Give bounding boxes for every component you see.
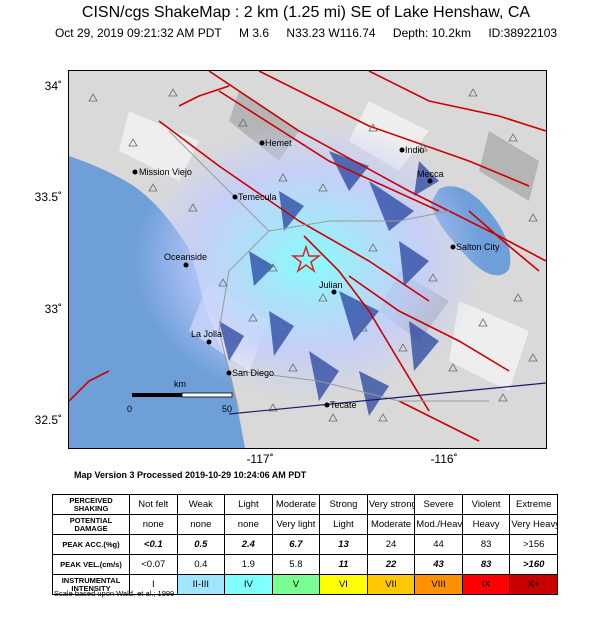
city-san-diego: San Diego <box>232 368 274 378</box>
legend-damage-cell: Very light <box>271 514 321 535</box>
city-hemet: Hemet <box>265 138 292 148</box>
legend-shaking-cell: Moderate <box>271 494 321 515</box>
us-mexico-border <box>228 382 546 415</box>
mountain-texture <box>219 151 439 416</box>
legend-intensity-cell: IX <box>461 574 511 595</box>
legend-vel-cell: 0.4 <box>176 554 226 575</box>
intensity-header: INSTRUMENTAL INTENSITY <box>52 574 130 595</box>
map-version: Map Version 3 Processed 2019-10-29 10:24… <box>74 470 307 480</box>
legend-intensity-cell: VIII <box>414 574 463 595</box>
legend-acc-cell: 0.5 <box>176 534 226 555</box>
legend-row-vel: PEAK VEL.(cm/s) <0.07 0.4 1.9 5.8 11 22 43 83 >16… <box>52 554 558 575</box>
legend-damage-cell: Light <box>319 514 368 535</box>
lon-label-116: -116˚ <box>430 452 458 466</box>
legend-row-damage: POTENTIAL DAMAGE none none none Very light Li… <box>52 514 558 535</box>
legend-row-intensity: INSTRUMENTAL INTENSITY I II-III IV V VI VII VII… <box>52 574 558 595</box>
city-oceanside: Oceanside <box>164 252 207 262</box>
legend-damage-cell: none <box>176 514 226 535</box>
city-indio: Indio <box>405 145 425 155</box>
lat-label-33: 33˚ <box>44 302 62 316</box>
scale-start: 0 <box>127 404 132 414</box>
scale-bar: km 0 50 <box>127 379 233 414</box>
scale-note: Scale based upon Wald, et al.; 1999 <box>54 589 175 598</box>
legend-damage-cell: none <box>129 514 178 535</box>
seismic-stations <box>88 88 538 422</box>
legend-acc-cell: >156 <box>509 534 558 555</box>
legend-damage-cell: none <box>224 514 273 535</box>
legend-acc-cell: 24 <box>366 534 416 555</box>
legend-row-acc: PEAK ACC.(%g) <0.1 0.5 2.4 6.7 13 24 44 83 >156 <box>52 534 558 555</box>
city-tecate: Tecate <box>330 400 357 410</box>
shaking-header: PERCEIVED SHAKING <box>52 494 130 515</box>
shakemap-svg: km 0 50 Hemet Indio Mission Viejo Mecca … <box>69 71 546 448</box>
legend-vel-cell: 43 <box>414 554 463 575</box>
city-temecula: Temecula <box>238 192 277 202</box>
city-la-jolla: La Jolla <box>191 329 222 339</box>
legend-vel-cell: >160 <box>509 554 558 575</box>
legend-damage-cell: Mod./Heavy <box>414 514 463 535</box>
faults <box>69 71 546 442</box>
legend-intensity-cell: VII <box>366 574 416 595</box>
legend-row-shaking: PERCEIVED SHAKING Not felt Weak Light Modera… <box>52 494 558 515</box>
epicenter-star <box>290 244 322 274</box>
legend-shaking-cell: Weak <box>176 494 226 515</box>
scale-end: 50 <box>222 404 232 414</box>
legend-shaking-cell: Violent <box>461 494 511 515</box>
damage-header: POTENTIAL DAMAGE <box>52 514 130 535</box>
city-salton-city: Salton City <box>456 242 500 252</box>
legend-shaking-cell: Extreme <box>509 494 558 515</box>
lat-label-32-5: 32.5˚ <box>34 413 62 427</box>
shakemap[interactable]: km 0 50 Hemet Indio Mission Viejo Mecca … <box>68 70 547 449</box>
legend-damage-cell: Very Heavy <box>509 514 558 535</box>
acc-header: PEAK ACC.(%g) <box>52 534 130 555</box>
cities: Hemet Indio Mission Viejo Mecca Temecula… <box>132 138 500 410</box>
city-mecca: Mecca <box>417 169 444 179</box>
legend-damage-cell: Heavy <box>461 514 511 535</box>
lon-label-117: -117˚ <box>246 452 274 466</box>
event-magnitude: M 3.6 <box>239 26 270 40</box>
intensity-legend: PERCEIVED SHAKING Not felt Weak Light Modera… <box>52 494 558 595</box>
legend-vel-cell: 5.8 <box>271 554 321 575</box>
city-julian: Julian <box>319 280 343 290</box>
legend-shaking-cell: Not felt <box>129 494 178 515</box>
scale-unit: km <box>174 379 186 389</box>
legend-intensity-cell: I <box>129 574 178 595</box>
event-id: ID:38922103 <box>488 26 558 40</box>
legend-shaking-cell: Severe <box>414 494 463 515</box>
map-title: CISN/cgs ShakeMap : 2 km (1.25 mi) SE of… <box>81 4 531 21</box>
legend-vel-cell: 1.9 <box>224 554 273 575</box>
legend-acc-cell: 2.4 <box>224 534 273 555</box>
event-details: Oct 29, 2019 09:21:32 AM PDT M 3.6 N33.2… <box>0 26 612 40</box>
legend-acc-cell: 13 <box>319 534 368 555</box>
legend-intensity-cell: VI <box>319 574 368 595</box>
legend-damage-cell: Moderate <box>366 514 416 535</box>
vel-header: PEAK VEL.(cm/s) <box>52 554 130 575</box>
legend-acc-cell: 6.7 <box>271 534 321 555</box>
legend-vel-cell: <0.07 <box>129 554 178 575</box>
legend-intensity-cell: V <box>271 574 321 595</box>
legend-intensity-cell: II-III <box>176 574 226 595</box>
lat-label-33-5: 33.5˚ <box>34 190 62 204</box>
legend-vel-cell: 22 <box>366 554 416 575</box>
legend-shaking-cell: Light <box>224 494 273 515</box>
legend-vel-cell: 83 <box>461 554 511 575</box>
legend-acc-cell: <0.1 <box>129 534 178 555</box>
legend-shaking-cell: Very strong <box>366 494 416 515</box>
event-depth: Depth: 10.2km <box>392 26 471 40</box>
legend-intensity-cell: X+ <box>509 574 558 595</box>
legend-acc-cell: 44 <box>414 534 463 555</box>
event-location: N33.23 W116.74 <box>286 26 376 40</box>
legend-vel-cell: 11 <box>319 554 368 575</box>
legend-acc-cell: 83 <box>461 534 511 555</box>
city-mission-viejo: Mission Viejo <box>139 167 192 177</box>
lat-label-34: 34˚ <box>44 79 62 93</box>
event-date: Oct 29, 2019 09:21:32 AM PDT <box>54 26 222 40</box>
legend-shaking-cell: Strong <box>319 494 368 515</box>
legend-intensity-cell: IV <box>224 574 273 595</box>
